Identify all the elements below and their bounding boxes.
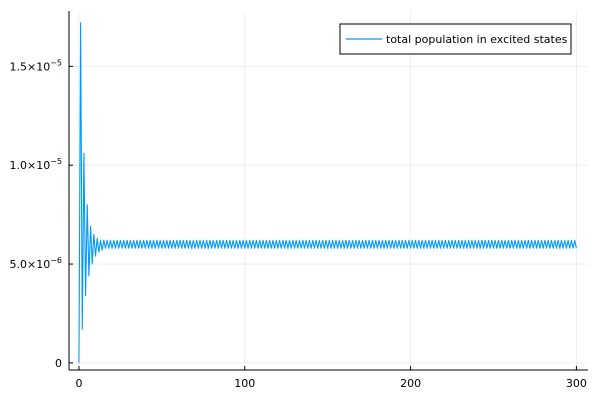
y-tick-mantissa: 1.0×10 bbox=[9, 159, 50, 172]
axes bbox=[68, 11, 588, 371]
series-layer bbox=[78, 22, 577, 363]
y-tick-label: 5.0×10−6 bbox=[9, 256, 62, 271]
legend: total population in excited states bbox=[339, 23, 572, 55]
x-tick-label: 0 bbox=[75, 377, 82, 390]
legend-box bbox=[339, 23, 572, 55]
y-tick-exponent: −5 bbox=[50, 157, 62, 166]
y-tick-mantissa: 5.0×10 bbox=[9, 258, 50, 271]
legend-label: total population in excited states bbox=[386, 33, 568, 46]
y-tick-exponent: −6 bbox=[50, 256, 62, 265]
x-tick-label: 300 bbox=[566, 377, 587, 390]
y-tick-label: 0 bbox=[55, 357, 62, 370]
y-tick-exponent: −5 bbox=[50, 58, 62, 67]
series-line bbox=[78, 22, 577, 363]
y-tick-label: 1.5×10−5 bbox=[9, 58, 62, 73]
x-tick-label: 200 bbox=[400, 377, 421, 390]
y-tick-label: 1.0×10−5 bbox=[9, 157, 62, 172]
x-tick-label: 100 bbox=[234, 377, 255, 390]
y-tick-mantissa: 1.5×10 bbox=[9, 60, 50, 73]
grid bbox=[69, 11, 588, 370]
